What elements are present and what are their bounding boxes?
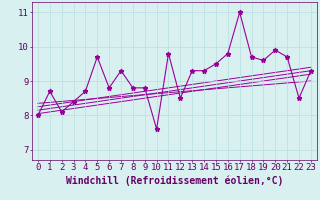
X-axis label: Windchill (Refroidissement éolien,°C): Windchill (Refroidissement éolien,°C) [66, 175, 283, 186]
